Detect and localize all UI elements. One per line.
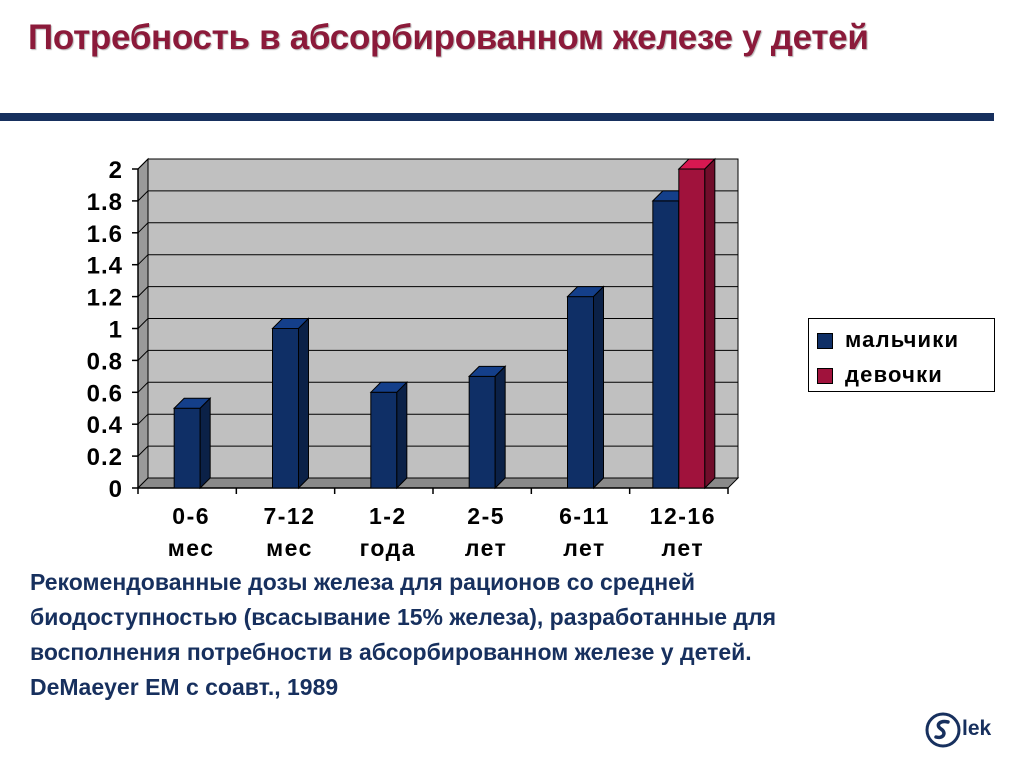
bar-side-0-2 bbox=[396, 381, 408, 490]
x-tick-label: года bbox=[360, 535, 416, 561]
bar-side-0-4 bbox=[593, 285, 604, 490]
caption-line-3: восполнения потребности в абсорбированно… bbox=[30, 639, 752, 665]
gridline bbox=[137, 413, 738, 425]
bar-0-1 bbox=[272, 328, 299, 489]
y-tick-label: 0.2 bbox=[87, 444, 123, 471]
x-tick-label: мес bbox=[266, 535, 313, 561]
slide-title: Потребность в абсорбированном железе у д… bbox=[28, 14, 928, 62]
x-tick-label: лет bbox=[563, 535, 606, 561]
bar-0-2 bbox=[370, 391, 398, 489]
y-tick-label: 1.8 bbox=[87, 189, 123, 216]
bar-0-3 bbox=[468, 375, 496, 489]
gridline bbox=[137, 286, 738, 297]
gridline bbox=[137, 381, 738, 393]
bar-0-4 bbox=[567, 296, 594, 489]
gridline bbox=[137, 318, 738, 329]
y-tick-label: 1.6 bbox=[87, 221, 123, 248]
x-tick-label: лет bbox=[662, 535, 705, 561]
y-tick-label: 0 bbox=[109, 476, 123, 503]
legend-label-boys: мальчики bbox=[845, 327, 960, 352]
bar-0-5 bbox=[652, 200, 680, 489]
y-tick-label: 1 bbox=[109, 317, 123, 344]
title-rule bbox=[0, 113, 994, 121]
legend-label-girls: девочки bbox=[845, 362, 944, 387]
bar-side-0-1 bbox=[298, 317, 309, 490]
lek-logo-icon bbox=[925, 712, 961, 748]
x-tick-label: 6-11 bbox=[559, 503, 610, 529]
gridline bbox=[137, 254, 738, 266]
gridline bbox=[137, 190, 738, 202]
gridline bbox=[137, 222, 738, 234]
legend-swatch-boys bbox=[817, 333, 833, 349]
bar-side-1-5 bbox=[704, 157, 716, 490]
caption: Рекомендованные дозы железа для рационов… bbox=[30, 565, 990, 705]
caption-line-4: DeMaeyer EM с соавт., 1989 bbox=[30, 674, 339, 700]
lek-logo-text: lek bbox=[962, 717, 992, 740]
y-tick-label: 1.4 bbox=[87, 253, 123, 280]
caption-line-2: биодоступностью (всасывание 15% железа),… bbox=[30, 604, 777, 630]
x-tick-label: 0-6 bbox=[172, 503, 210, 529]
y-tick-label: 0.8 bbox=[87, 348, 123, 375]
x-tick-label: 12-16 bbox=[650, 503, 716, 529]
x-tick-label: 7-12 bbox=[263, 503, 315, 529]
gridline bbox=[137, 349, 738, 361]
y-tick-label: 0.4 bbox=[87, 412, 123, 439]
bar-0-0 bbox=[173, 407, 201, 489]
lek-logo: lek bbox=[925, 712, 1005, 752]
y-tick-label: 1.2 bbox=[87, 285, 123, 312]
x-tick-label: 2-5 bbox=[467, 503, 505, 529]
x-tick-label: мес bbox=[168, 535, 215, 561]
plot-floor bbox=[136, 477, 740, 489]
gridline bbox=[137, 445, 738, 457]
bar-side-0-0 bbox=[199, 397, 211, 490]
caption-line-1: Рекомендованные дозы железа для рационов… bbox=[30, 569, 696, 595]
bar-1-5 bbox=[678, 168, 706, 489]
y-tick-label: 2 bbox=[109, 157, 123, 184]
bar-side-0-3 bbox=[494, 365, 506, 490]
slide-title-text: Потребность в абсорбированном железе у д… bbox=[28, 18, 869, 57]
x-tick-label: лет bbox=[465, 535, 508, 561]
gridline bbox=[137, 158, 738, 170]
x-tick-label: 1-2 bbox=[369, 503, 407, 529]
chart-legend: мальчики девочки bbox=[808, 318, 995, 392]
y-tick-label: 0.6 bbox=[87, 380, 123, 407]
legend-swatch-girls bbox=[817, 368, 833, 384]
